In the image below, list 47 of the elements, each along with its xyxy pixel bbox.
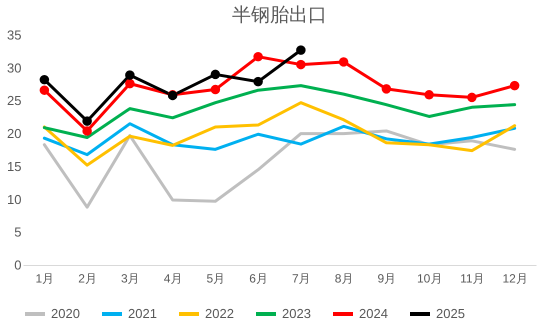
y-tick-label: 20 — [7, 126, 22, 142]
point — [253, 52, 263, 62]
y-tick-label: 30 — [7, 60, 22, 76]
x-tick-label: 8月 — [334, 272, 354, 286]
y-tick-label: 15 — [7, 158, 22, 174]
x-tick-label: 4月 — [164, 272, 182, 286]
y-tick-label: 0 — [14, 258, 22, 272]
chart-title: 半钢胎出口 — [232, 5, 327, 26]
point — [125, 70, 135, 80]
y-tick-label: 35 — [7, 28, 22, 42]
y-tick-label: 10 — [7, 192, 22, 207]
y-tick-label: 25 — [7, 93, 22, 108]
point — [424, 90, 434, 100]
x-tick-label: 7月 — [292, 272, 311, 286]
point — [82, 116, 92, 126]
point — [382, 84, 392, 94]
point — [467, 92, 477, 102]
y-tick-label: 5 — [14, 224, 22, 240]
x-tick-label: 9月 — [378, 272, 396, 286]
point — [253, 76, 263, 86]
line-series — [42, 129, 516, 209]
line-series — [42, 84, 516, 140]
x-tick-label: 6月 — [249, 272, 268, 286]
point — [40, 74, 50, 84]
x-tick-label: 3月 — [121, 272, 140, 286]
x-tick-label: 12月 — [502, 272, 528, 286]
x-tick-label: 5月 — [206, 272, 226, 286]
point — [82, 126, 92, 136]
legend-label: 2024 — [359, 306, 388, 321]
point — [296, 45, 306, 55]
point — [40, 85, 50, 95]
point — [210, 84, 220, 94]
legend-label: 2022 — [205, 306, 234, 321]
line-series — [42, 101, 516, 167]
legend-label: 2023 — [282, 306, 311, 321]
point — [125, 78, 135, 88]
x-tick-label: 1月 — [36, 272, 54, 286]
legend-label: 2025 — [436, 306, 465, 321]
point — [296, 60, 306, 70]
point — [510, 80, 520, 90]
legend-label: 2020 — [51, 306, 80, 321]
x-tick-label: 2月 — [78, 272, 97, 286]
x-tick-label: 10月 — [416, 272, 442, 286]
legend-label: 2021 — [128, 306, 157, 321]
point — [338, 57, 348, 67]
x-tick-label: 11月 — [460, 272, 485, 286]
point — [210, 70, 220, 80]
